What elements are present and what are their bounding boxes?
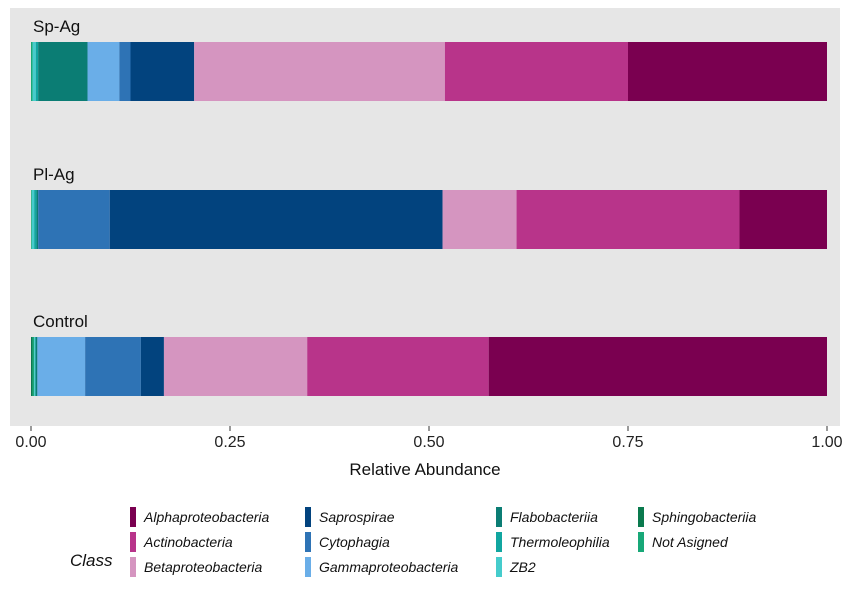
bar-segment-pl-ag-thermoleophilia — [34, 190, 37, 249]
bar-segment-sp-ag-alphaproteobacteria — [628, 42, 827, 101]
legend-swatch — [305, 532, 311, 552]
legend-item-zb2: ZB2 — [496, 557, 536, 577]
bar-segment-pl-ag-cytophagia — [38, 190, 110, 249]
legend-label: Actinobacteria — [143, 534, 233, 550]
legend-swatch — [305, 507, 311, 527]
legend-title: Class — [70, 551, 113, 570]
x-tick-label: 0.50 — [413, 434, 444, 451]
legend-swatch — [638, 507, 644, 527]
bar-group-pl-ag — [31, 190, 827, 249]
bar-segment-sp-ag-thermoleophilia — [35, 42, 39, 101]
facet-label-control: Control — [33, 312, 88, 331]
facet-labels: Sp-Ag Pl-Ag Control — [33, 17, 88, 331]
bar-segment-pl-ag-alphaproteobacteria — [739, 190, 827, 249]
bar-segment-pl-ag-saprospirae — [109, 190, 443, 249]
legend-label: Sphingobacteriia — [652, 509, 757, 525]
legend-label: Alphaproteobacteria — [143, 509, 270, 525]
bar-segment-sp-ag-zb2 — [32, 42, 36, 101]
legend-swatch — [638, 532, 644, 552]
x-axis-title: Relative Abundance — [349, 460, 500, 479]
legend-item-flabobacteriia: Flabobacteriia — [496, 507, 598, 527]
legend-item-alphaproteobacteria: Alphaproteobacteria — [130, 507, 270, 527]
facet-label-pl-ag: Pl-Ag — [33, 165, 75, 184]
bar-segment-sp-ag-not-asigned — [31, 42, 33, 101]
legend-item-sphingobacteriia: Sphingobacteriia — [638, 507, 757, 527]
x-tick-label: 0.75 — [612, 434, 643, 451]
bar-segment-sp-ag-gammaproteobacteria — [87, 42, 120, 101]
legend-label: Not Asigned — [652, 534, 729, 550]
legend-label: Saprospirae — [319, 509, 395, 525]
bar-segment-pl-ag-flabobacteriia — [36, 190, 39, 249]
bar-segment-control-thermoleophilia — [34, 337, 36, 396]
legend: Class Alphaproteobacteria Actinobacteria B… — [70, 507, 757, 577]
legend-label: ZB2 — [509, 559, 536, 575]
bars — [31, 42, 827, 396]
bar-segment-sp-ag-saprospirae — [130, 42, 195, 101]
x-axis: 0.00 0.25 0.50 0.75 1.00 — [15, 426, 843, 451]
bar-segment-control-alphaproteobacteria — [488, 337, 827, 396]
bar-segment-control-flabobacteriia — [35, 337, 38, 396]
bar-group-sp-ag — [31, 42, 827, 101]
bar-segment-sp-ag-cytophagia — [119, 42, 131, 101]
x-tick-label: 0.25 — [214, 434, 245, 451]
legend-swatch — [305, 557, 311, 577]
bar-segment-sp-ag-actinobacteria — [444, 42, 628, 101]
legend-swatch — [130, 557, 136, 577]
legend-label: Cytophagia — [319, 534, 390, 550]
legend-item-actinobacteria: Actinobacteria — [130, 532, 233, 552]
legend-swatch — [496, 507, 502, 527]
bar-segment-control-gammaproteobacteria — [37, 337, 86, 396]
x-tick-label: 1.00 — [811, 434, 842, 451]
bar-segment-pl-ag-zb2 — [31, 190, 35, 249]
legend-swatch — [130, 532, 136, 552]
legend-item-not-asigned: Not Asigned — [638, 532, 729, 552]
bar-segment-sp-ag-betaproteobacteria — [194, 42, 445, 101]
legend-item-thermoleophilia: Thermoleophilia — [496, 532, 610, 552]
legend-item-gammaproteobacteria: Gammaproteobacteria — [305, 557, 459, 577]
legend-item-saprospirae: Saprospirae — [305, 507, 395, 527]
bar-segment-pl-ag-actinobacteria — [516, 190, 740, 249]
legend-label: Gammaproteobacteria — [319, 559, 459, 575]
legend-label: Betaproteobacteria — [144, 559, 263, 575]
bar-segment-control-not-asigned — [32, 337, 35, 396]
bar-segment-control-saprospirae — [140, 337, 164, 396]
bar-segment-control-sphingobacteriia — [31, 337, 33, 396]
legend-swatch — [496, 557, 502, 577]
bar-segment-control-zb2 — [34, 337, 35, 396]
legend-swatch — [496, 532, 502, 552]
bar-segment-sp-ag-flabobacteriia — [38, 42, 88, 101]
bar-segment-control-cytophagia — [85, 337, 141, 396]
bar-segment-pl-ag-not-asigned — [31, 190, 32, 249]
bar-segment-control-actinobacteria — [307, 337, 489, 396]
bar-group-control — [31, 337, 827, 396]
bar-segment-control-betaproteobacteria — [163, 337, 308, 396]
x-tick-label: 0.00 — [15, 434, 46, 451]
legend-item-betaproteobacteria: Betaproteobacteria — [130, 557, 263, 577]
legend-label: Flabobacteriia — [510, 509, 598, 525]
bar-segment-pl-ag-betaproteobacteria — [442, 190, 517, 249]
legend-label: Thermoleophilia — [510, 534, 610, 550]
legend-item-cytophagia: Cytophagia — [305, 532, 390, 552]
legend-swatch — [130, 507, 136, 527]
facet-label-sp-ag: Sp-Ag — [33, 17, 80, 36]
